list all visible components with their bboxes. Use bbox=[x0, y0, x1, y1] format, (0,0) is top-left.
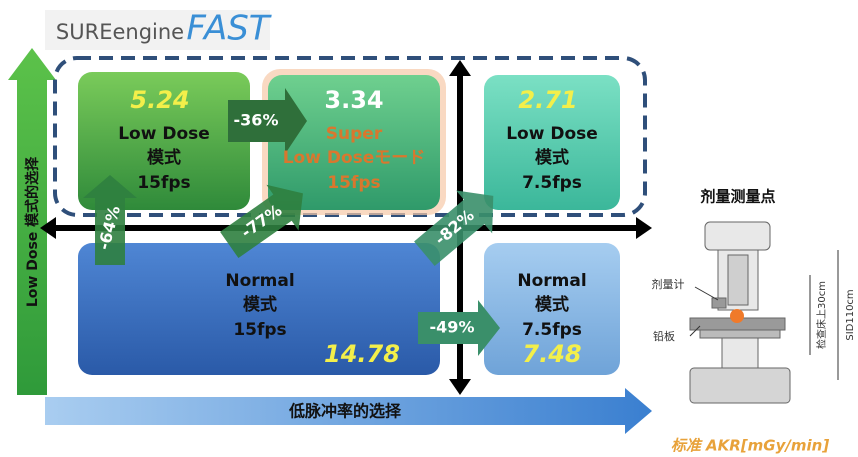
dose-value: 2.71 bbox=[518, 86, 577, 114]
box-label: Super bbox=[326, 124, 383, 144]
arrowhead bbox=[449, 60, 471, 76]
box-label: Low Dose bbox=[118, 124, 210, 144]
box-label: 模式 bbox=[147, 147, 181, 168]
dose-value: 3.34 bbox=[324, 86, 383, 114]
box-label: 模式 bbox=[243, 294, 277, 315]
sid-label: SID110cm bbox=[845, 289, 856, 340]
horizontal-arrow-label: 低脉冲率的选择 bbox=[288, 402, 402, 421]
leader-line bbox=[689, 325, 701, 337]
logo-fast: FAST bbox=[186, 9, 271, 49]
box-label: 7.5fps bbox=[522, 320, 582, 340]
box bbox=[78, 243, 440, 375]
box bbox=[484, 75, 620, 210]
box bbox=[484, 243, 620, 375]
arrowhead bbox=[40, 217, 56, 239]
horizontal-arrow bbox=[45, 388, 652, 434]
box-label: Normal bbox=[225, 271, 294, 291]
box-label: 15fps bbox=[137, 173, 190, 193]
dosimeter-label: 剂量计 bbox=[652, 277, 685, 291]
vertical-arrow bbox=[8, 48, 56, 395]
box-label: 模式 bbox=[535, 147, 569, 168]
dose-value: 5.24 bbox=[130, 86, 189, 114]
reduction-arrow bbox=[414, 190, 494, 266]
reduction-arrow bbox=[83, 175, 137, 265]
box-label: Low Dose bbox=[506, 124, 598, 144]
reduction-arrow bbox=[228, 88, 307, 154]
unit-caption: 标准 AKR[mGy/min] bbox=[671, 437, 830, 455]
box bbox=[268, 75, 440, 210]
leader-line bbox=[694, 286, 719, 301]
box-label: 15fps bbox=[233, 320, 286, 340]
logo-text: SUREengine bbox=[56, 20, 184, 44]
vertical-arrow-label: Low Dose 模式的选择 bbox=[24, 156, 41, 307]
lead-plate-label: 铅板 bbox=[653, 329, 675, 343]
reduction-arrow bbox=[220, 184, 303, 259]
table-distance-label: 检查床上30cm bbox=[815, 281, 828, 349]
arrowhead bbox=[449, 379, 471, 395]
measurement-point bbox=[730, 309, 744, 323]
box-label: 模式 bbox=[535, 294, 569, 315]
reduction-label: -49% bbox=[430, 318, 475, 337]
arrowhead bbox=[636, 217, 652, 239]
reduction-arrow bbox=[418, 300, 500, 356]
logo-bg bbox=[45, 10, 270, 50]
dose-value: 7.48 bbox=[522, 340, 581, 368]
box-label: Normal bbox=[517, 271, 586, 291]
box-label: 15fps bbox=[327, 173, 380, 193]
dose-value: 14.78 bbox=[324, 340, 400, 368]
machine bbox=[689, 221, 791, 404]
box-label: Low Doseモード bbox=[283, 148, 426, 168]
box-label: 7.5fps bbox=[522, 173, 582, 193]
reduction-label: -36% bbox=[234, 111, 279, 130]
box bbox=[78, 72, 250, 210]
illustration-title: 剂量测量点 bbox=[700, 188, 775, 206]
